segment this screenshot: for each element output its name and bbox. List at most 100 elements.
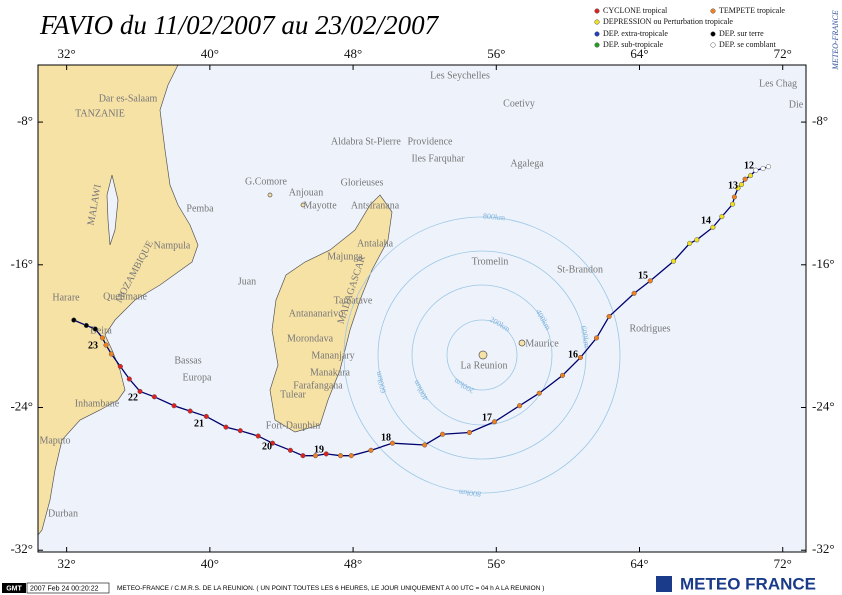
track-point <box>348 453 354 459</box>
y-tick-label: -16° <box>10 256 33 271</box>
day-label: 21 <box>194 418 204 429</box>
map-title: FAVIO du 11/02/2007 au 23/02/2007 <box>39 10 440 40</box>
track-point <box>687 240 693 246</box>
place-label: Iles Farquhar <box>411 153 465 164</box>
day-label: 16 <box>568 349 578 360</box>
place-label: Farafangana <box>293 380 343 391</box>
day-label: 15 <box>638 270 648 281</box>
place-label: St-Pierre <box>365 136 401 147</box>
track-point <box>710 224 716 230</box>
x-tick-label: 40° <box>201 46 219 61</box>
legend-swatch <box>710 31 716 37</box>
track-point <box>171 403 177 409</box>
brand-logo <box>656 576 672 592</box>
y-tick-label: -16° <box>812 256 835 271</box>
track-point <box>491 419 498 425</box>
track-point <box>300 453 306 459</box>
track: 12 13 14 15 16 17 18 19 20 21 22 23 <box>71 160 771 459</box>
track-point <box>422 442 428 448</box>
credit: METEO-FRANCE / C.M.R.S. DE LA REUNION. (… <box>117 585 544 592</box>
track-point <box>466 429 472 436</box>
place-label: Europa <box>183 372 212 383</box>
comoros-island <box>267 192 273 198</box>
place-label: Rodrigues <box>629 323 670 334</box>
place-label: Tromelin <box>472 256 509 267</box>
track-point <box>71 317 77 323</box>
gmt-logo-text: GMT <box>6 585 22 592</box>
track-point <box>647 278 653 284</box>
track-point <box>368 447 374 453</box>
x-tick-label: 56° <box>487 46 505 61</box>
place-label: Beira <box>90 325 112 336</box>
place-label: Aldabra <box>331 136 364 147</box>
day-label: 23 <box>88 340 98 351</box>
track-point <box>151 394 157 400</box>
track-point <box>631 290 637 296</box>
place-label: Les Seychelles <box>430 70 490 81</box>
track-point <box>389 440 396 446</box>
legend-swatch <box>594 19 600 25</box>
track-point <box>730 201 736 207</box>
range-ring-label: 800km <box>458 488 482 499</box>
x-tick-label: 32° <box>58 556 76 571</box>
track-point <box>731 194 737 200</box>
place-label: Manakara <box>310 367 351 378</box>
place-label: Mananjary <box>311 350 354 361</box>
place-label: Maurice <box>525 338 559 349</box>
track-point <box>237 428 243 434</box>
legend-swatch <box>710 42 716 48</box>
track-point <box>753 167 759 173</box>
track-point <box>765 164 771 170</box>
y-tick-label: -32° <box>812 541 835 556</box>
track-point <box>440 431 446 437</box>
axes: 32° 32° 40° 40° 48° 48° 56° 56° 64° 64° 72° 72° -8° -… <box>10 46 834 571</box>
place-label: Tulear <box>280 389 306 400</box>
place-label: Quelimane <box>103 291 147 302</box>
day-label: 18 <box>381 432 391 443</box>
track-point <box>670 258 677 264</box>
track-point <box>312 453 319 459</box>
x-tick-label: 48° <box>344 46 362 61</box>
day-label: 17 <box>482 412 492 423</box>
brand: METEO FRANCE <box>680 574 816 593</box>
mayotte-island <box>300 202 306 208</box>
place-label: Harare <box>52 292 80 303</box>
legend-label: DEPRESSION ou Perturbation tropicale <box>603 17 733 26</box>
place-label: Inhambane <box>75 398 120 409</box>
x-tick-label: 64° <box>630 46 648 61</box>
x-tick-label: 56° <box>487 556 505 571</box>
place-label: G.Comore <box>245 176 288 187</box>
map-frame <box>37 64 807 553</box>
y-tick-label: -32° <box>10 541 33 556</box>
place-label: Antsiranana <box>351 200 400 211</box>
range-ring <box>377 250 587 460</box>
place-label: Morondava <box>287 333 334 344</box>
day-label: 13 <box>728 180 738 191</box>
track-point <box>694 237 700 243</box>
ocean <box>38 65 806 552</box>
track-point <box>117 363 123 370</box>
place-label: Maputo <box>39 435 70 446</box>
track-point <box>606 313 612 320</box>
legend-label: DEP. sur terre <box>719 29 764 38</box>
place-label: Antananarivo <box>289 308 343 319</box>
africa <box>37 64 199 536</box>
place-label: Glorieuses <box>341 177 384 188</box>
track-point <box>747 173 754 179</box>
y-tick-label: -24° <box>812 398 835 413</box>
place-label: Juan <box>238 276 256 287</box>
x-tick-label: 72° <box>774 46 792 61</box>
place-label: Pemba <box>186 203 214 214</box>
track-point <box>577 355 583 361</box>
place-label: Anjouan <box>289 187 323 198</box>
track-point <box>99 335 105 341</box>
track-point <box>760 165 766 172</box>
lake-malawi <box>106 174 119 246</box>
track-point <box>137 388 143 395</box>
track-point <box>337 453 344 459</box>
place-label: Coetivy <box>503 98 535 109</box>
place-label: TANZANIE <box>75 108 125 119</box>
legend-label: TEMPETE tropicale <box>719 6 785 15</box>
day-label: 12 <box>744 160 754 171</box>
